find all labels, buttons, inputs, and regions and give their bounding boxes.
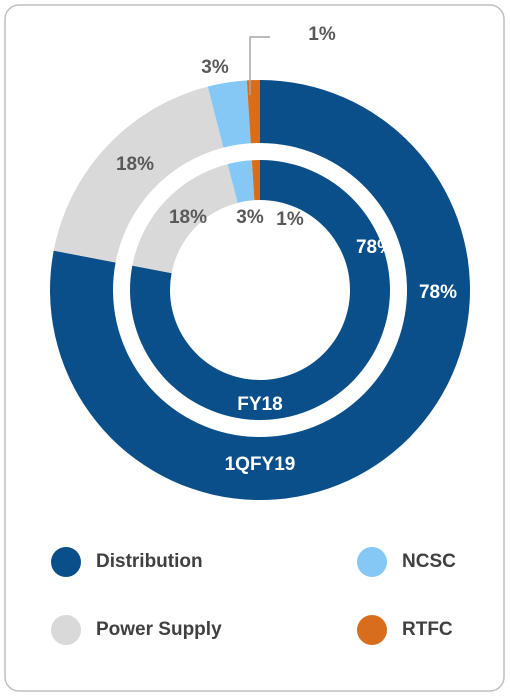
donut-slice xyxy=(246,80,260,144)
donut-slice xyxy=(50,80,470,500)
data-label: 18% xyxy=(116,154,154,175)
data-label: 1% xyxy=(276,209,304,230)
donut-slice xyxy=(53,86,224,263)
series-name: FY18 xyxy=(237,394,282,415)
legend-label: Power Supply xyxy=(96,619,222,640)
legend-swatch xyxy=(51,615,81,645)
data-label: 78% xyxy=(419,282,457,303)
leader-line xyxy=(249,36,270,95)
series-name: 1QFY19 xyxy=(225,454,296,475)
data-label: 3% xyxy=(236,207,264,228)
data-label: 78% xyxy=(356,237,394,258)
donut-slice xyxy=(251,160,260,201)
legend-label: Distribution xyxy=(96,551,203,572)
legend-label: NCSC xyxy=(402,551,456,572)
legend-label: RTFC xyxy=(402,619,453,640)
donut-slice xyxy=(207,80,251,148)
legend-swatch xyxy=(357,615,387,645)
donut-slice xyxy=(132,164,238,274)
donut-slice xyxy=(130,160,391,421)
data-label: 1% xyxy=(308,24,336,45)
legend-swatch xyxy=(51,547,81,577)
legend-swatch xyxy=(357,547,387,577)
data-label: 3% xyxy=(201,57,229,78)
donut-slice xyxy=(227,160,255,203)
data-label: 18% xyxy=(169,207,207,228)
